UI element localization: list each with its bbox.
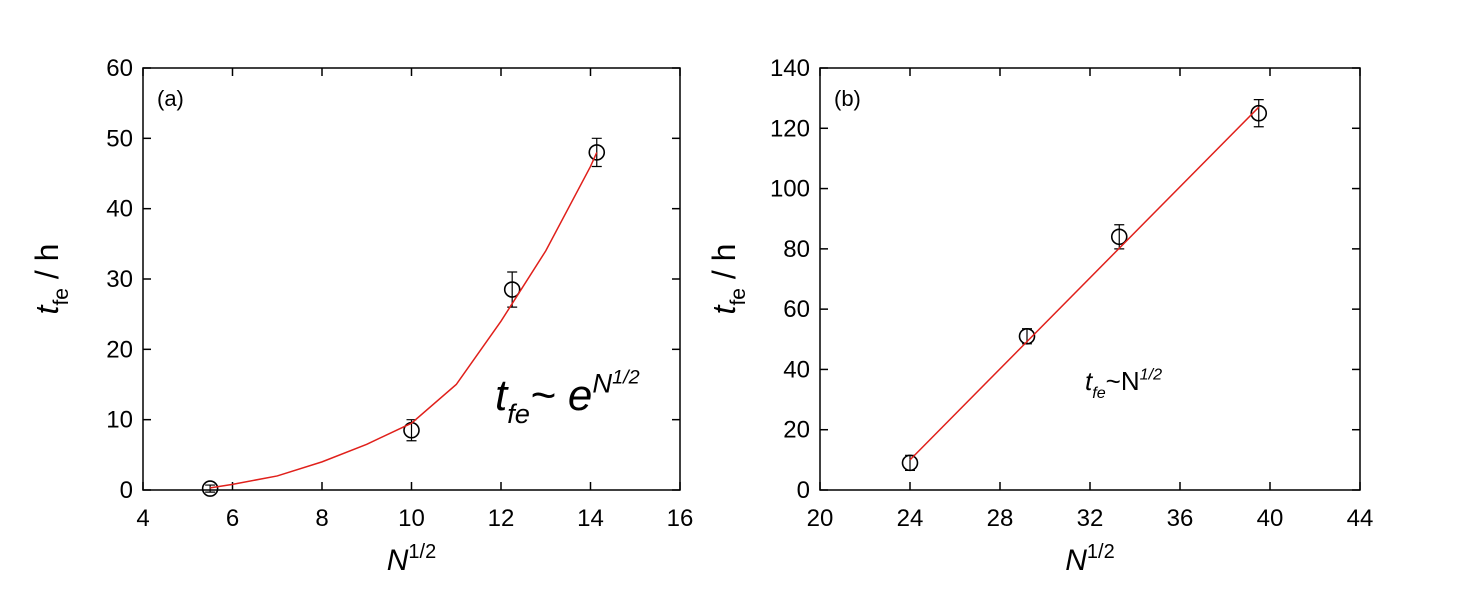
x-tick-label: 6: [226, 505, 239, 532]
eq-base: N: [592, 367, 612, 398]
x-tick-label: 36: [1167, 505, 1194, 532]
error-bar: [205, 484, 216, 493]
x-tick-label: 32: [1077, 505, 1104, 532]
eq-main: t: [495, 371, 509, 420]
fit-line: [909, 106, 1260, 461]
y-label-rest: / h: [29, 244, 65, 288]
eq-mid: ~ e: [530, 371, 592, 420]
y-tick-label: 10: [106, 407, 133, 434]
y-tick-label: 40: [783, 356, 810, 383]
plot-frame: [819, 67, 1361, 491]
panel-label: (a): [157, 86, 184, 111]
data-point: [1250, 104, 1268, 122]
data-point: [588, 144, 606, 161]
error-bar: [1253, 99, 1264, 128]
x-tick-label: 4: [136, 505, 149, 532]
y-label-sub: fe: [727, 288, 750, 306]
panel: 20 24 28 32 36 40 44020406080100120140(b)N1/2t…: [706, 55, 1373, 577]
equation: tfe~N1/2: [1085, 366, 1162, 402]
y-axis-label: tfe / h: [706, 244, 750, 315]
eq-sub: fe: [507, 398, 530, 429]
y-tick-label: 120: [770, 115, 810, 142]
eq-sup: 1/2: [1140, 366, 1162, 384]
y-tick-label: 30: [106, 266, 133, 293]
data-point: [1110, 228, 1128, 246]
y-label-rest: / h: [706, 244, 742, 288]
panel-label: (b): [834, 86, 861, 111]
x-label-sup: 1/2: [1087, 541, 1115, 563]
eq-main: t: [1085, 366, 1094, 396]
y-axis-label: tfe / h: [29, 244, 73, 315]
x-tick-label: 40: [1257, 505, 1284, 532]
x-tick-label: 12: [488, 505, 515, 532]
error-bar: [507, 271, 518, 308]
x-tick-label: 10: [398, 505, 425, 532]
x-tick-label: 16: [667, 505, 694, 532]
x-axis-label: N1/2: [387, 541, 436, 577]
data-point: [901, 454, 919, 472]
y-tick-label: 60: [783, 296, 810, 323]
fit-line: [210, 152, 598, 489]
eq-sup: 1/2: [612, 367, 640, 389]
eq-sub: fe: [1092, 384, 1105, 402]
y-label-main: t: [29, 304, 65, 314]
y-tick-label: 0: [797, 477, 810, 504]
y-label-main: t: [706, 304, 742, 314]
eq-mid: ~N: [1106, 366, 1140, 396]
x-label-main: N: [1065, 544, 1087, 577]
y-tick-label: 140: [770, 55, 810, 82]
y-tick-label: 0: [120, 477, 133, 504]
data-point: [503, 281, 521, 298]
y-tick-label: 60: [106, 55, 133, 82]
data-point: [1018, 327, 1036, 345]
x-tick-label: 8: [315, 505, 328, 532]
equation: tfe~ eN1/2: [495, 367, 640, 430]
x-label-sup: 1/2: [408, 541, 436, 563]
data-point: [201, 480, 219, 497]
x-tick-label: 20: [807, 505, 834, 532]
x-tick-label: 28: [987, 505, 1014, 532]
y-tick-label: 50: [106, 125, 133, 152]
x-axis-label: N1/2: [1065, 541, 1114, 577]
x-tick-label: 24: [897, 505, 924, 532]
x-tick-label: 44: [1347, 505, 1374, 532]
error-bar: [905, 454, 915, 472]
y-tick-label: 40: [106, 196, 133, 223]
y-tick-label: 80: [783, 236, 810, 263]
y-tick-label: 20: [783, 417, 810, 444]
x-label-main: N: [387, 544, 409, 577]
y-tick-label: 20: [106, 336, 133, 363]
x-tick-label: 14: [577, 505, 604, 532]
y-label-sub: fe: [50, 288, 73, 306]
y-tick-label: 100: [770, 176, 810, 203]
